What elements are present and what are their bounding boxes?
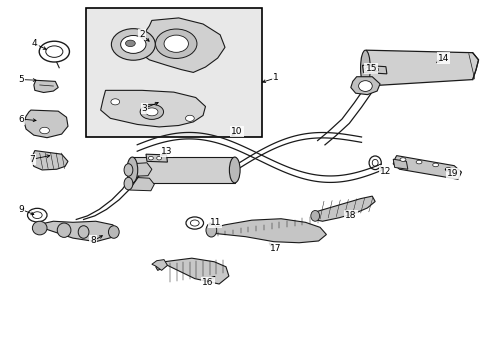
Ellipse shape: [205, 224, 216, 237]
Ellipse shape: [157, 156, 161, 160]
Polygon shape: [24, 110, 68, 138]
Ellipse shape: [229, 157, 240, 183]
Ellipse shape: [148, 156, 153, 160]
Ellipse shape: [127, 157, 138, 183]
Ellipse shape: [32, 221, 47, 235]
Ellipse shape: [111, 29, 155, 60]
Ellipse shape: [124, 164, 133, 176]
Ellipse shape: [155, 29, 197, 58]
Ellipse shape: [57, 223, 71, 237]
Polygon shape: [152, 260, 167, 270]
Ellipse shape: [108, 226, 119, 238]
Text: 1: 1: [273, 73, 279, 82]
Ellipse shape: [185, 115, 194, 121]
Text: 8: 8: [90, 237, 96, 246]
Text: 12: 12: [380, 167, 391, 176]
Ellipse shape: [445, 167, 450, 171]
Ellipse shape: [310, 211, 319, 221]
Ellipse shape: [358, 81, 371, 91]
Ellipse shape: [111, 99, 120, 105]
Ellipse shape: [121, 36, 146, 53]
Ellipse shape: [360, 50, 369, 86]
Polygon shape: [130, 177, 154, 191]
Ellipse shape: [399, 158, 405, 161]
Text: 19: 19: [447, 169, 458, 178]
Text: 9: 9: [18, 205, 24, 214]
Polygon shape: [350, 77, 379, 95]
Text: 10: 10: [231, 127, 243, 136]
Bar: [132, 157, 234, 183]
Polygon shape: [156, 258, 228, 284]
Polygon shape: [362, 65, 386, 74]
Ellipse shape: [373, 68, 378, 71]
Ellipse shape: [78, 226, 89, 238]
Ellipse shape: [145, 108, 158, 116]
Text: 13: 13: [161, 147, 172, 156]
Polygon shape: [311, 196, 374, 221]
Polygon shape: [207, 219, 326, 243]
Text: 15: 15: [365, 64, 376, 73]
Text: 17: 17: [270, 244, 282, 253]
Polygon shape: [36, 221, 117, 242]
Text: 18: 18: [345, 211, 356, 220]
Text: 4: 4: [32, 39, 38, 48]
Polygon shape: [392, 156, 461, 179]
Polygon shape: [392, 159, 407, 169]
Text: 7: 7: [29, 155, 35, 164]
Text: 16: 16: [202, 278, 213, 287]
Bar: [86, 8, 261, 137]
Ellipse shape: [432, 163, 438, 167]
Text: 2: 2: [139, 30, 144, 39]
Text: 5: 5: [18, 75, 24, 84]
Ellipse shape: [415, 160, 421, 164]
Polygon shape: [146, 154, 167, 162]
Polygon shape: [101, 90, 205, 127]
Polygon shape: [130, 163, 152, 176]
Ellipse shape: [163, 35, 188, 52]
Ellipse shape: [40, 127, 49, 134]
Polygon shape: [361, 50, 478, 86]
Ellipse shape: [140, 104, 163, 120]
Ellipse shape: [364, 68, 369, 71]
Polygon shape: [31, 150, 68, 170]
Ellipse shape: [124, 177, 133, 190]
Polygon shape: [34, 80, 58, 93]
Polygon shape: [140, 18, 224, 72]
Text: 11: 11: [209, 218, 221, 227]
Text: 6: 6: [18, 114, 24, 123]
Text: 3: 3: [142, 104, 147, 113]
Text: 14: 14: [437, 54, 448, 63]
Ellipse shape: [125, 40, 135, 46]
